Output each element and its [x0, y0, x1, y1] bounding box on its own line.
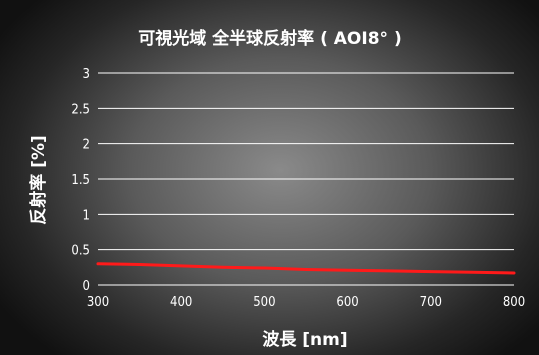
x-tick-labels: 300 400 500 600 700 800: [87, 295, 525, 310]
gridlines: [98, 72, 514, 286]
y-tick-label: 3: [83, 67, 90, 82]
y-tick-label: 0.5: [71, 244, 90, 259]
y-tick-label: 1.5: [71, 173, 90, 188]
x-tick-label: 300: [87, 295, 109, 310]
chart-title: 可視光域 全半球反射率 ( AOI8° ): [138, 28, 401, 49]
y-tick-label: 1: [83, 208, 90, 223]
x-tick-label: 600: [336, 295, 358, 310]
x-tick-label: 400: [170, 295, 192, 310]
y-tick-label: 2: [83, 138, 90, 153]
x-tick-label: 700: [420, 295, 442, 310]
series-layer: [96, 262, 516, 275]
series-line-0: [96, 262, 516, 275]
x-tick-label: 500: [253, 295, 275, 310]
x-tick-label: 800: [503, 295, 525, 310]
y-tick-label: 2.5: [71, 102, 90, 117]
x-axis-label: 波長 [nm]: [262, 329, 347, 350]
y-tick-label: 0: [83, 279, 90, 294]
y-tick-labels: 0 0.5 1 1.5 2 2.5 3: [71, 67, 90, 294]
y-axis-label: 反射率 [%]: [28, 135, 49, 225]
